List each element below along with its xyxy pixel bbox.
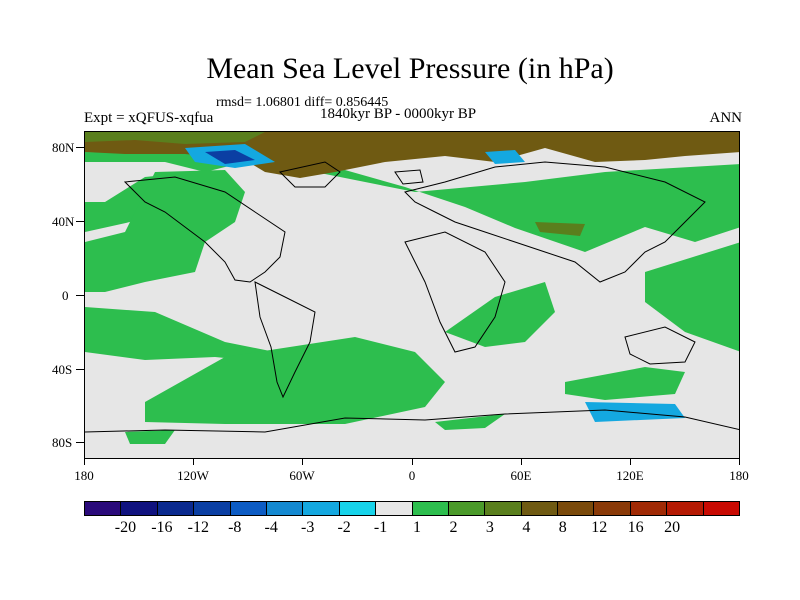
lat-label: 80N (52, 140, 75, 155)
lon-tick (84, 459, 85, 465)
coastlines (85, 161, 739, 433)
lon-label: 120W (177, 468, 209, 483)
colorbar-label: -16 (151, 519, 173, 536)
map-field (85, 132, 739, 444)
experiment-label: Expt = xQFUS-xqfua (84, 110, 214, 126)
colorbar-label: -2 (337, 519, 351, 536)
lon-tick (630, 459, 631, 465)
period-label: 1840kyr BP - 0000kyr BP (320, 106, 477, 122)
colorbar-swatch (594, 502, 631, 515)
colorbar-label: 20 (664, 519, 681, 536)
lat-label: 40N (52, 214, 75, 229)
colorbar-label: -3 (300, 519, 315, 536)
colorbar-swatch (376, 502, 413, 515)
lon-label: 60E (510, 468, 532, 483)
lat-tick (76, 147, 84, 148)
colorbar-swatch (230, 502, 267, 515)
colorbar-label: -1 (373, 519, 388, 536)
colorbar (84, 501, 740, 516)
colorbar-swatch (303, 502, 340, 515)
colorbar-label: 4 (522, 519, 531, 536)
colorbar-swatch (157, 502, 195, 515)
lat-label: 0 (62, 288, 69, 303)
moderate-anomaly-area (85, 132, 585, 236)
season-label: ANN (709, 110, 743, 126)
lon-tick (412, 459, 413, 465)
colorbar-swatch (448, 502, 486, 515)
colorbar-swatch (266, 502, 304, 515)
high-anomaly-area (85, 132, 739, 178)
lon-label: 180 (729, 468, 749, 483)
lon-tick (521, 459, 522, 465)
colorbar-label: 8 (558, 519, 567, 536)
lat-label: 40S (52, 362, 73, 377)
lon-tick (302, 459, 303, 465)
lat-tick (76, 442, 84, 443)
lon-label: 0 (408, 468, 416, 483)
colorbar-swatch (121, 502, 158, 515)
colorbar-swatch (194, 502, 231, 515)
colorbar-label: -20 (114, 519, 137, 536)
colorbar-swatch (339, 502, 377, 515)
lat-tick (76, 369, 84, 370)
colorbar-label: -8 (228, 519, 242, 536)
lon-tick (739, 459, 740, 465)
colorbar-swatch (667, 502, 704, 515)
colorbar-swatch (85, 502, 122, 515)
colorbar-swatch (412, 502, 449, 515)
lon-label: 180 (74, 468, 94, 483)
lat-tick (76, 295, 84, 296)
map-panel (84, 131, 740, 459)
colorbar-swatch (703, 502, 740, 515)
colorbar-label: 1 (413, 519, 421, 536)
colorbar-label: -12 (187, 519, 209, 536)
colorbar-label: 3 (485, 519, 494, 536)
chart-title: Mean Sea Level Pressure (in hPa) (206, 52, 614, 85)
colorbar-label: -4 (264, 519, 278, 536)
colorbar-label: 12 (591, 519, 608, 536)
lat-tick (76, 221, 84, 222)
lon-tick (193, 459, 194, 465)
lon-label: 120E (616, 468, 644, 483)
colorbar-swatch (630, 502, 668, 515)
colorbar-swatch (558, 502, 595, 515)
colorbar-label: 16 (627, 519, 644, 536)
lon-label: 60W (289, 468, 315, 483)
positive-anomaly-areas (85, 152, 739, 444)
colorbar-swatch (521, 502, 559, 515)
stats-line: rmsd= 1.06801 diff= 0.856445 (216, 95, 389, 110)
colorbar-label: 2 (449, 519, 458, 536)
lat-label: 80S (52, 435, 73, 450)
strong-negative-patch (205, 150, 255, 164)
colorbar-swatch (485, 502, 522, 515)
